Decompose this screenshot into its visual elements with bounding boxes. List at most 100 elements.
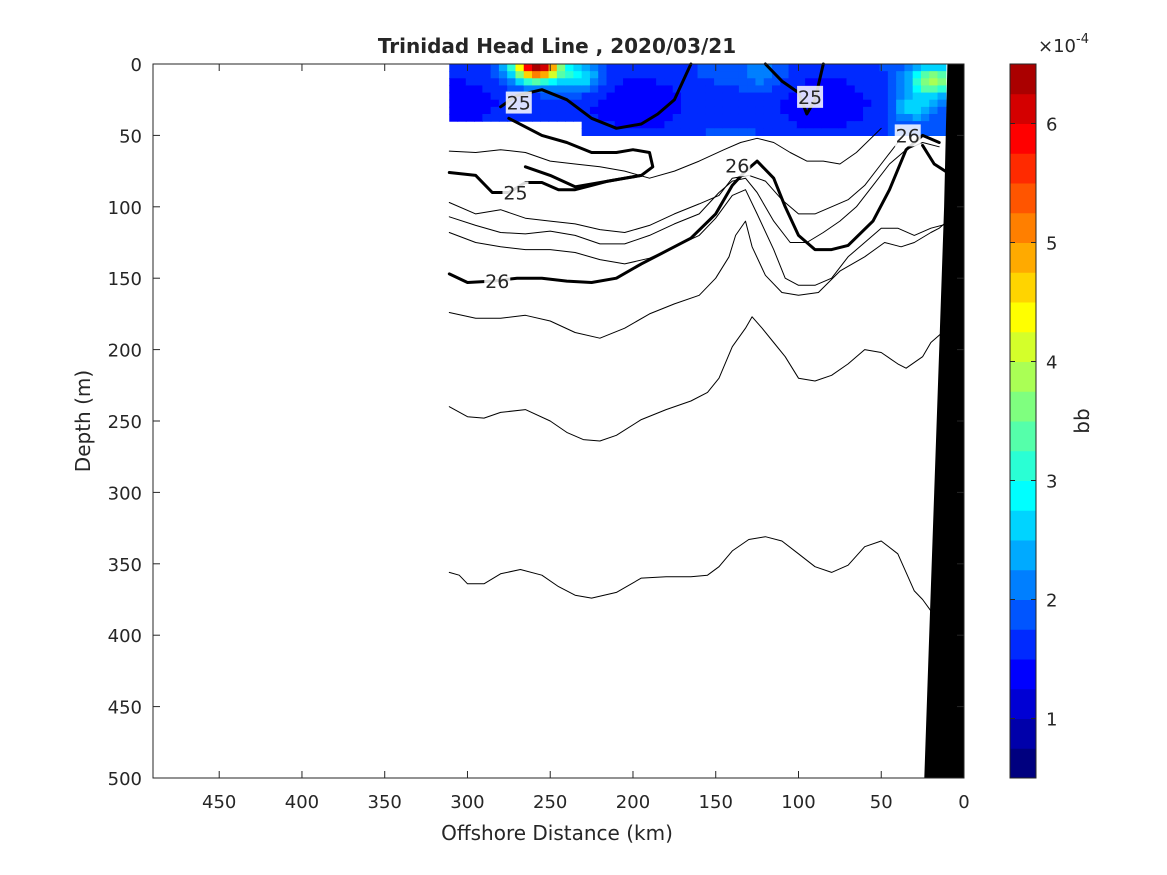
bb-cell	[796, 78, 806, 87]
bb-cell	[846, 113, 856, 122]
contour-label: 26	[896, 125, 920, 147]
colorbar-tick-label: 1	[1046, 710, 1057, 731]
bb-cell	[788, 121, 798, 129]
contour-label: 26	[485, 271, 509, 293]
bb-cell	[598, 85, 608, 94]
bb-cell	[879, 64, 889, 72]
bb-cell	[639, 71, 649, 79]
plot-frame	[152, 63, 965, 779]
bb-cell	[689, 64, 699, 72]
bb-cell	[457, 85, 467, 94]
bb-cell	[623, 113, 632, 122]
bb-cell	[730, 85, 740, 94]
bb-cell	[548, 85, 558, 94]
bb-cell	[714, 121, 723, 129]
bb-cell	[532, 106, 541, 115]
bb-cell	[697, 128, 707, 136]
bb-cell	[772, 106, 781, 115]
contour-label-bg	[502, 181, 529, 204]
bb-cell	[904, 92, 914, 101]
bb-cell	[614, 64, 624, 72]
bb-cell	[705, 113, 715, 122]
contour-line-bold	[447, 171, 643, 194]
bb-cell	[532, 85, 541, 94]
y-tick-label: 0	[131, 55, 142, 76]
bb-cell	[772, 113, 781, 122]
y-tick-label: 350	[108, 555, 142, 576]
y-tick-label: 200	[108, 341, 142, 362]
x-tick-label: 50	[870, 792, 893, 813]
bb-cell	[705, 85, 715, 94]
contour-label-bg	[797, 85, 824, 108]
bb-cell	[697, 92, 707, 101]
bb-cell	[556, 113, 566, 122]
bb-cell	[507, 85, 517, 94]
bb-cell	[689, 128, 699, 136]
bb-cell	[747, 113, 757, 122]
bb-cell	[929, 92, 939, 101]
bb-cell	[829, 106, 839, 115]
bb-cell	[639, 121, 649, 129]
colorbar-tick-label: 5	[1046, 234, 1057, 255]
bb-cell	[763, 78, 773, 87]
bb-cell	[821, 78, 831, 87]
bb-cell	[846, 78, 856, 87]
colorbar-band	[1010, 748, 1036, 779]
bb-cell	[722, 64, 732, 72]
bb-cell	[631, 85, 641, 94]
bb-cell	[829, 64, 839, 72]
contour-line	[448, 189, 948, 286]
bb-cell	[747, 128, 757, 136]
bb-cell	[937, 106, 947, 115]
bb-cell	[871, 71, 881, 79]
colorbar-exponent-power: -4	[1076, 32, 1089, 47]
bb-cell	[887, 78, 897, 87]
bb-cell	[490, 92, 500, 101]
bb-cell	[755, 71, 765, 79]
bb-cell	[763, 85, 773, 94]
bb-cell	[863, 85, 872, 94]
bb-cell	[639, 128, 649, 136]
bb-cell	[631, 92, 641, 101]
colorbar-ticks: 1 2 3 4 5 6	[1010, 115, 1057, 731]
bb-cell	[631, 71, 641, 79]
bb-cell	[788, 128, 798, 136]
bb-cell	[854, 71, 864, 79]
bb-cell	[457, 113, 467, 122]
bb-cell	[532, 113, 541, 122]
bb-cell	[846, 121, 856, 129]
bb-cell	[871, 99, 881, 108]
bb-cell	[747, 92, 757, 101]
colorbar-band	[1010, 272, 1036, 303]
bb-cell	[498, 92, 508, 101]
bb-cell	[904, 99, 914, 108]
bb-cell	[614, 71, 624, 79]
bb-cell	[573, 85, 583, 94]
bb-cell	[581, 92, 591, 101]
bb-cell	[821, 92, 831, 101]
bb-cell	[656, 121, 666, 129]
bb-cell	[854, 128, 864, 136]
bb-cell	[490, 78, 500, 87]
y-tick-label: 150	[108, 269, 142, 290]
bb-cell	[523, 113, 533, 122]
bb-cell	[639, 85, 649, 94]
bb-cell	[705, 121, 715, 129]
bb-cell	[747, 99, 757, 108]
bb-cell	[647, 64, 657, 72]
bb-cell	[863, 99, 872, 108]
bb-cell	[788, 92, 798, 101]
bb-cell	[738, 64, 748, 72]
bb-cell	[879, 113, 889, 122]
bb-cell	[639, 64, 649, 72]
bb-cell	[614, 128, 624, 136]
contour-line	[448, 316, 945, 442]
bb-cell	[879, 128, 889, 136]
bb-cell	[747, 71, 757, 79]
bb-cell	[664, 78, 674, 87]
bb-cell	[532, 64, 541, 72]
contour-line-bold	[921, 143, 949, 174]
bb-cell	[705, 92, 715, 101]
bb-cell	[573, 113, 583, 122]
bb-cell	[540, 71, 550, 79]
